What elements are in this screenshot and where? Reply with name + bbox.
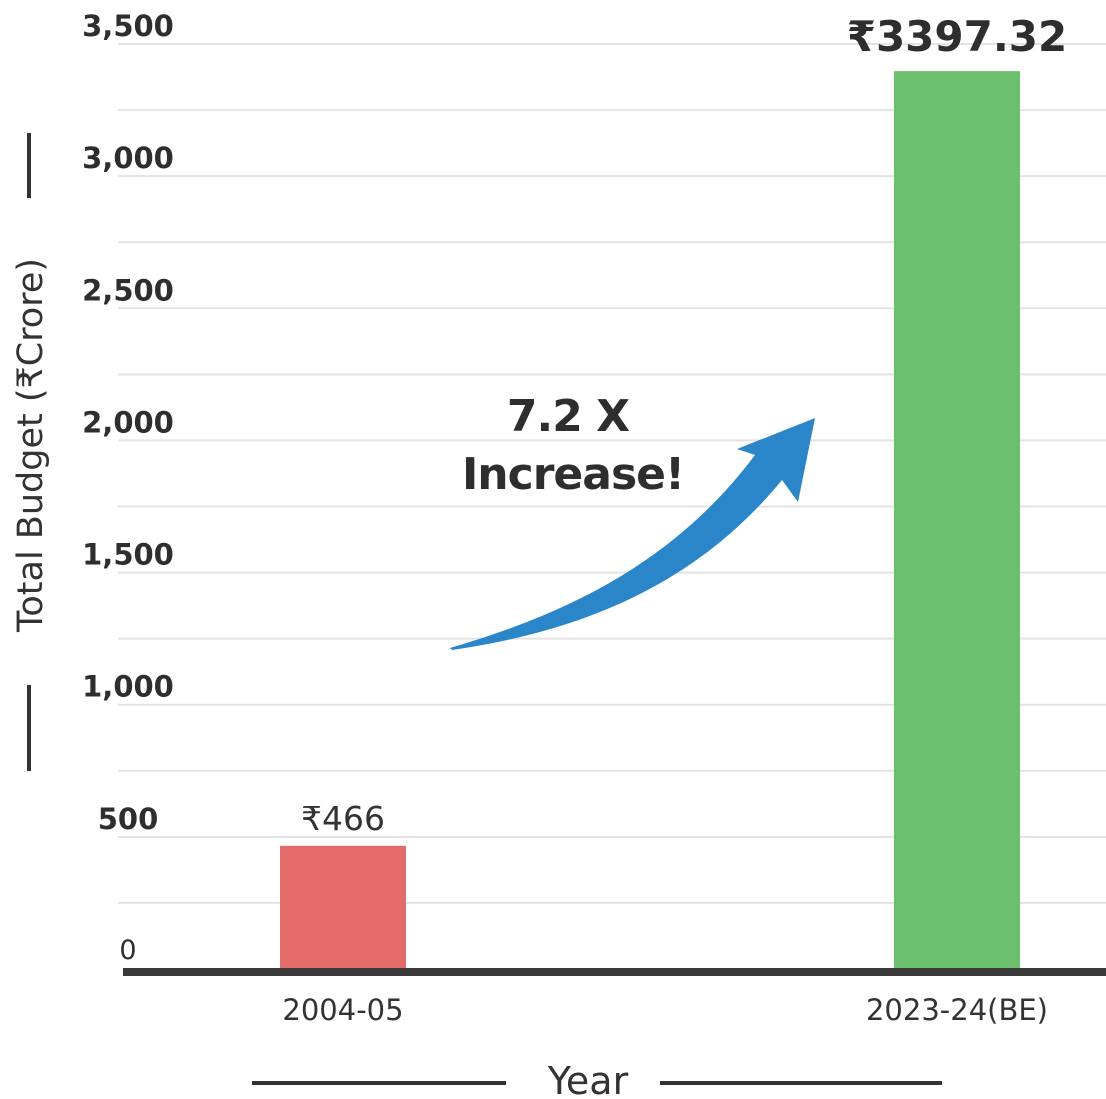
category-labels: 2004-05 2023-24(BE) — [282, 993, 1048, 1027]
increase-arrow-icon — [450, 418, 815, 650]
x-category-label: 2023-24(BE) — [866, 993, 1048, 1027]
value-labels: ₹466 ₹3397.32 — [301, 12, 1067, 838]
y-tick-label: 2,000 — [82, 405, 174, 439]
y-axis-title: Total Budget (₹Crore) — [11, 258, 51, 633]
y-tick-label: 500 — [98, 802, 159, 836]
annotation-multiplier: 7.2 X — [507, 391, 630, 442]
y-tick-label: 1,000 — [82, 670, 174, 704]
y-tick-label: 0 — [119, 935, 136, 966]
y-tick-label: 2,500 — [82, 273, 174, 307]
y-tick-label: 1,500 — [82, 538, 174, 572]
bar — [894, 71, 1020, 970]
bar — [280, 845, 406, 969]
y-tick-label: 3,000 — [82, 141, 174, 175]
y-axis-ticks: 0 500 1,000 1,500 2,000 2,500 3,000 3,500 — [82, 9, 174, 966]
bar-value-label: ₹3397.32 — [847, 12, 1068, 61]
x-axis-title: Year — [547, 1059, 629, 1099]
annotation-increase: Increase! — [462, 449, 684, 500]
x-category-label: 2004-05 — [282, 993, 403, 1027]
bar-value-label: ₹466 — [301, 799, 385, 838]
y-tick-label: 3,500 — [82, 9, 174, 43]
bars — [280, 71, 1020, 970]
